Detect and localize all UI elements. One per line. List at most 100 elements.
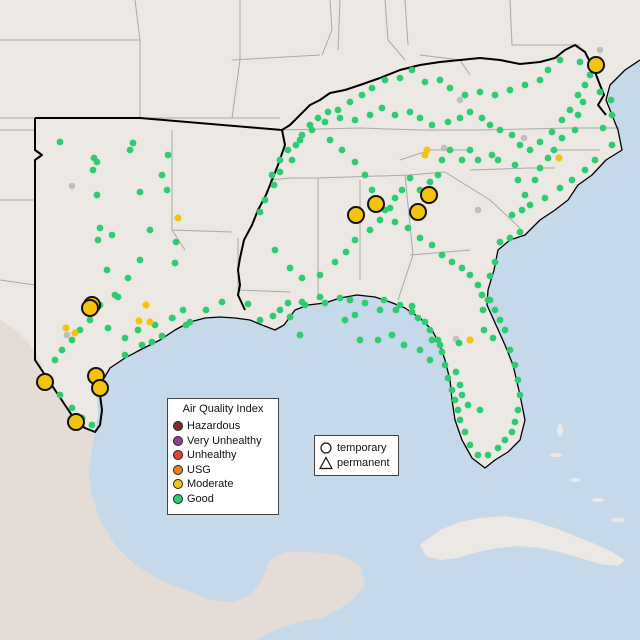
monitor-good: [591, 156, 599, 164]
monitor-good: [380, 296, 388, 304]
monitor-good: [392, 306, 400, 314]
monitor-good: [88, 421, 96, 429]
monitor-good: [466, 441, 474, 449]
monitor-good: [324, 108, 332, 116]
monitor-moderate: [62, 324, 70, 332]
monitor-good: [421, 78, 429, 86]
monitor-good: [288, 156, 296, 164]
monitor-good: [351, 158, 359, 166]
monitor-good: [456, 381, 464, 389]
monitor-good: [526, 146, 534, 154]
monitor-good: [341, 316, 349, 324]
monitor-good: [321, 299, 329, 307]
monitor-good: [448, 258, 456, 266]
monitor-good: [351, 116, 359, 124]
monitor-good: [607, 96, 615, 104]
monitor-no-data: [440, 144, 448, 152]
monitor-good: [129, 139, 137, 147]
monitor-good: [452, 368, 460, 376]
monitor-moderate-large: [587, 56, 605, 74]
monitor-good: [521, 81, 529, 89]
monitor-good: [478, 114, 486, 122]
monitor-good: [136, 256, 144, 264]
monitor-good: [406, 174, 414, 182]
monitor-moderate-large: [67, 413, 85, 431]
monitor-good: [416, 114, 424, 122]
legend-item-unhealthy: Unhealthy: [168, 448, 278, 463]
monitor-good: [346, 296, 354, 304]
monitor-good: [306, 121, 314, 129]
monitor-good: [526, 201, 534, 209]
monitor-good: [466, 146, 474, 154]
monitor-good: [491, 91, 499, 99]
monitor-good: [461, 91, 469, 99]
monitor-good: [536, 164, 544, 172]
monitor-good: [148, 338, 156, 346]
monitor-good: [124, 274, 132, 282]
monitor-good: [346, 98, 354, 106]
monitor-good: [516, 391, 524, 399]
monitor-good: [89, 166, 97, 174]
monitor-good: [111, 291, 119, 299]
monitor-good: [474, 281, 482, 289]
monitor-good: [286, 264, 294, 272]
unhealthy-swatch-icon: [173, 450, 183, 461]
monitor-good: [158, 332, 166, 340]
monitor-good: [136, 188, 144, 196]
monitor-good: [428, 336, 436, 344]
monitor-good: [68, 336, 76, 344]
monitor-good: [406, 108, 414, 116]
monitor-good: [438, 251, 446, 259]
monitor-good: [466, 271, 474, 279]
monitor-good: [434, 171, 442, 179]
monitor-good: [286, 313, 294, 321]
monitor-good: [518, 206, 526, 214]
monitor-good: [338, 146, 346, 154]
monitor-no-data: [456, 96, 464, 104]
monitor-no-data: [520, 134, 528, 142]
triangle-icon: [319, 455, 333, 469]
monitor-good: [458, 264, 466, 272]
monitor-moderate: [466, 336, 474, 344]
legend-label: temporary: [337, 441, 387, 454]
monitor-good: [314, 114, 322, 122]
monitor-good: [456, 416, 464, 424]
monitor-good: [108, 231, 116, 239]
monitor-good: [416, 346, 424, 354]
monitor-good: [496, 316, 504, 324]
monitor-good: [579, 98, 587, 106]
monitor-good: [268, 171, 276, 179]
monitor-good: [506, 86, 514, 94]
monitor-good: [269, 312, 277, 320]
monitor-good: [351, 236, 359, 244]
monitor-good: [494, 156, 502, 164]
monitor-good: [458, 156, 466, 164]
monitor-good: [541, 194, 549, 202]
monitor-moderate: [555, 154, 563, 162]
monitor-good: [434, 336, 442, 344]
monitor-good: [544, 154, 552, 162]
legend-item-usg: USG: [168, 463, 278, 478]
monitor-good: [93, 158, 101, 166]
monitor-good: [368, 84, 376, 92]
monitor-good: [576, 58, 584, 66]
monitor-no-data: [596, 46, 604, 54]
legend-label: Good: [187, 492, 214, 505]
monitor-good: [474, 451, 482, 459]
monitor-good: [558, 116, 566, 124]
monitor-good: [476, 406, 484, 414]
monitor-good: [408, 308, 416, 316]
monitor-good: [51, 356, 59, 364]
monitor-good: [158, 171, 166, 179]
monitor-good: [548, 128, 556, 136]
monitor-good: [426, 178, 434, 186]
monitor-moderate-large: [367, 195, 385, 213]
monitor-good: [486, 296, 494, 304]
monitor-no-data: [474, 206, 482, 214]
monitor-no-data: [63, 331, 71, 339]
monitor-good: [454, 406, 462, 414]
moderate-swatch-icon: [173, 479, 183, 490]
aqi-legend-title: Air Quality Index: [182, 403, 264, 415]
legend-item-temporary: temporary: [315, 440, 398, 455]
